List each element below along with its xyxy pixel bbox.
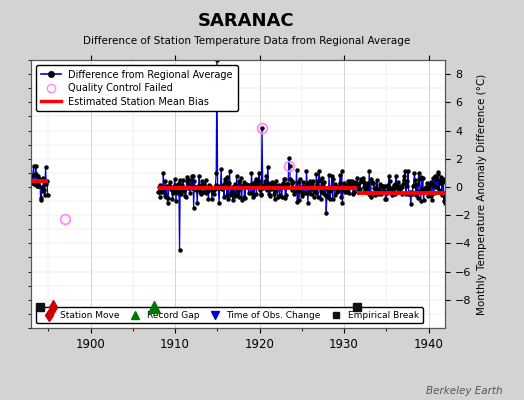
- Legend: Station Move, Record Gap, Time of Obs. Change, Empirical Break: Station Move, Record Gap, Time of Obs. C…: [36, 307, 423, 324]
- Y-axis label: Monthly Temperature Anomaly Difference (°C): Monthly Temperature Anomaly Difference (…: [477, 73, 487, 315]
- Text: SARANAC: SARANAC: [198, 12, 294, 30]
- Text: Difference of Station Temperature Data from Regional Average: Difference of Station Temperature Data f…: [83, 36, 410, 46]
- Text: Berkeley Earth: Berkeley Earth: [427, 386, 503, 396]
